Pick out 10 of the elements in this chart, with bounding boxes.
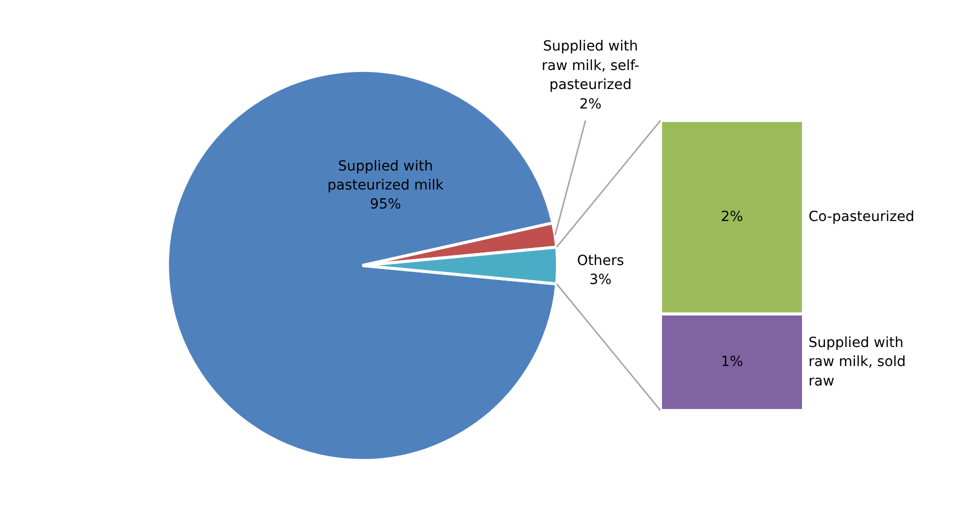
slice-label: Supplied with pasteurized milk <box>327 158 444 194</box>
slice-label: Supplied with raw milk, self-pasteurized <box>542 38 640 94</box>
data-label: 95% <box>370 196 402 213</box>
data-label: 2% <box>720 209 744 226</box>
series-label: Co-pasteurized <box>808 209 914 226</box>
slice-label: Others <box>576 252 624 269</box>
data-label: 1% <box>720 354 744 370</box>
data-label: 3% <box>589 272 612 288</box>
series-label: Supplied with raw milk, sold raw <box>808 334 906 390</box>
data-label: 2% <box>579 96 602 112</box>
